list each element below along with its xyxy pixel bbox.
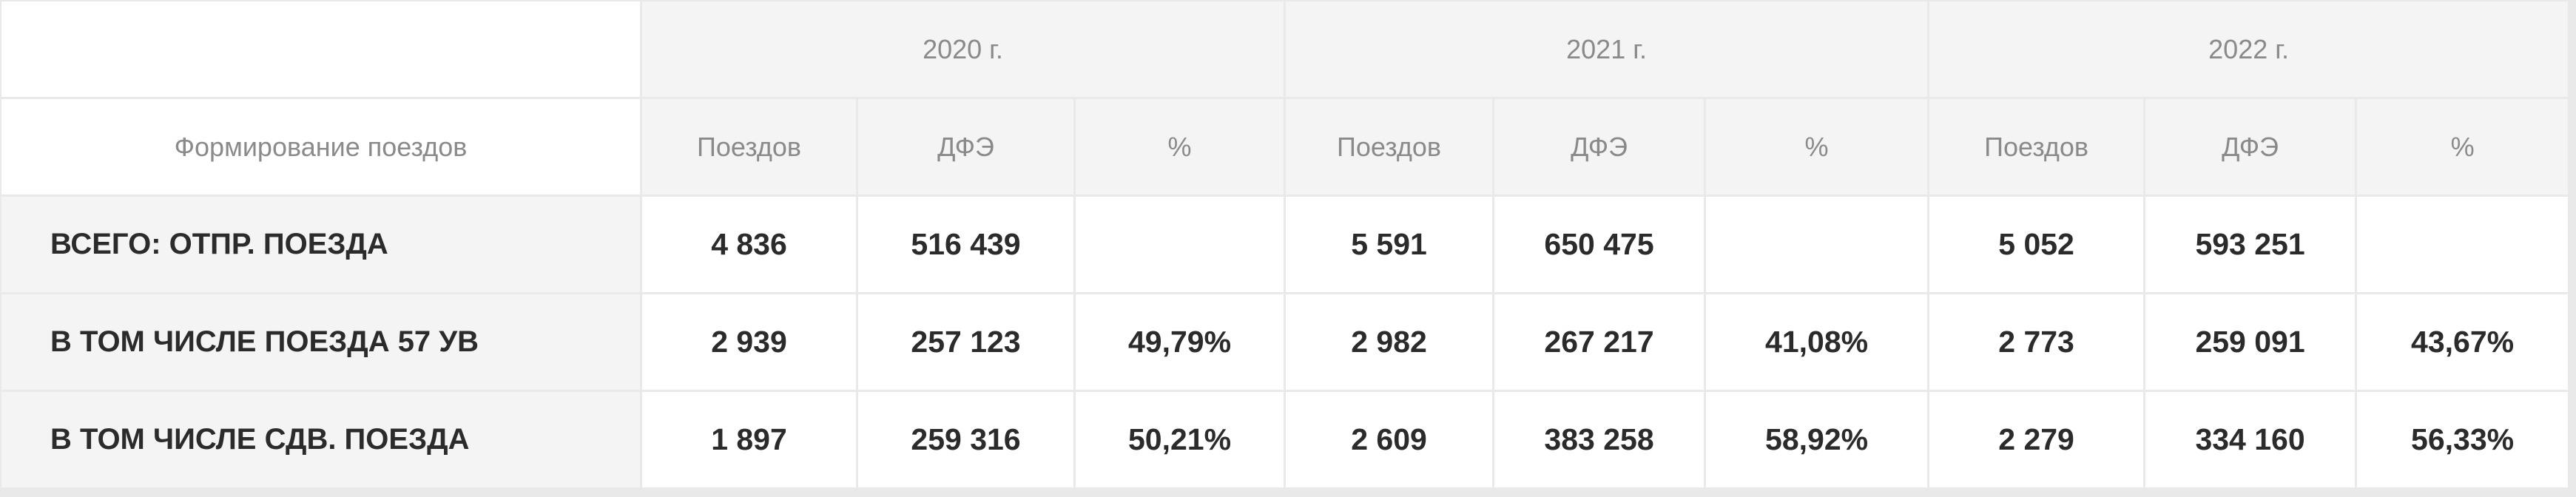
cell-percent-2022: 43,67% xyxy=(2357,294,2571,392)
subheader-teu-2020: ДФЭ xyxy=(858,99,1076,197)
cell-trains-2022: 2 279 xyxy=(1929,392,2146,490)
cell-trains-2021: 2 982 xyxy=(1286,294,1495,392)
row-label-57uv: В ТОМ ЧИСЛЕ ПОЕЗДА 57 УВ xyxy=(1,294,642,392)
cell-percent-2022 xyxy=(2357,197,2571,294)
subheader-percent-2020: % xyxy=(1076,99,1287,197)
row-label-header: Формирование поездов xyxy=(1,99,642,197)
cell-percent-2022: 56,33% xyxy=(2357,392,2571,490)
subheader-percent-2021: % xyxy=(1706,99,1930,197)
cell-percent-2020: 49,79% xyxy=(1076,294,1287,392)
cell-trains-2022: 2 773 xyxy=(1929,294,2146,392)
subheader-teu-2022: ДФЭ xyxy=(2145,99,2358,197)
subheader-percent-2022: % xyxy=(2357,99,2571,197)
subheader-trains-2021: Поездов xyxy=(1286,99,1495,197)
cell-teu-2020: 259 316 xyxy=(858,392,1076,490)
year-header-2021: 2021 г. xyxy=(1286,1,1930,99)
year-header-row: 2020 г. 2021 г. 2022 г. xyxy=(1,1,2571,99)
subheader-trains-2020: Поездов xyxy=(642,99,858,197)
year-header-2020: 2020 г. xyxy=(642,1,1287,99)
cell-teu-2021: 650 475 xyxy=(1494,197,1707,294)
cell-teu-2020: 257 123 xyxy=(858,294,1076,392)
cell-trains-2020: 2 939 xyxy=(642,294,858,392)
cell-percent-2021: 41,08% xyxy=(1706,294,1930,392)
cell-percent-2021: 58,92% xyxy=(1706,392,1930,490)
cell-teu-2022: 593 251 xyxy=(2145,197,2358,294)
table-row-sdv: В ТОМ ЧИСЛЕ СДВ. ПОЕЗДА 1 897 259 316 50… xyxy=(1,392,2571,490)
table-row-total: ВСЕГО: ОТПР. ПОЕЗДА 4 836 516 439 5 591 … xyxy=(1,197,2571,294)
table-row-57uv: В ТОМ ЧИСЛЕ ПОЕЗДА 57 УВ 2 939 257 123 4… xyxy=(1,294,2571,392)
cell-teu-2021: 267 217 xyxy=(1494,294,1707,392)
cell-teu-2022: 334 160 xyxy=(2145,392,2358,490)
cell-teu-2020: 516 439 xyxy=(858,197,1076,294)
row-label-total: ВСЕГО: ОТПР. ПОЕЗДА xyxy=(1,197,642,294)
header-corner-cell xyxy=(1,1,642,99)
cell-trains-2020: 4 836 xyxy=(642,197,858,294)
cell-teu-2022: 259 091 xyxy=(2145,294,2358,392)
cell-trains-2022: 5 052 xyxy=(1929,197,2146,294)
cell-trains-2021: 5 591 xyxy=(1286,197,1495,294)
subcolumn-header-row: Формирование поездов Поездов ДФЭ % Поезд… xyxy=(1,99,2571,197)
cell-percent-2020: 50,21% xyxy=(1076,392,1287,490)
row-label-sdv: В ТОМ ЧИСЛЕ СДВ. ПОЕЗДА xyxy=(1,392,642,490)
cell-percent-2020 xyxy=(1076,197,1287,294)
subheader-trains-2022: Поездов xyxy=(1929,99,2146,197)
subheader-teu-2021: ДФЭ xyxy=(1494,99,1707,197)
year-header-2022: 2022 г. xyxy=(1929,1,2571,99)
cell-teu-2021: 383 258 xyxy=(1494,392,1707,490)
cell-percent-2021 xyxy=(1706,197,1930,294)
cell-trains-2020: 1 897 xyxy=(642,392,858,490)
cell-trains-2021: 2 609 xyxy=(1286,392,1495,490)
